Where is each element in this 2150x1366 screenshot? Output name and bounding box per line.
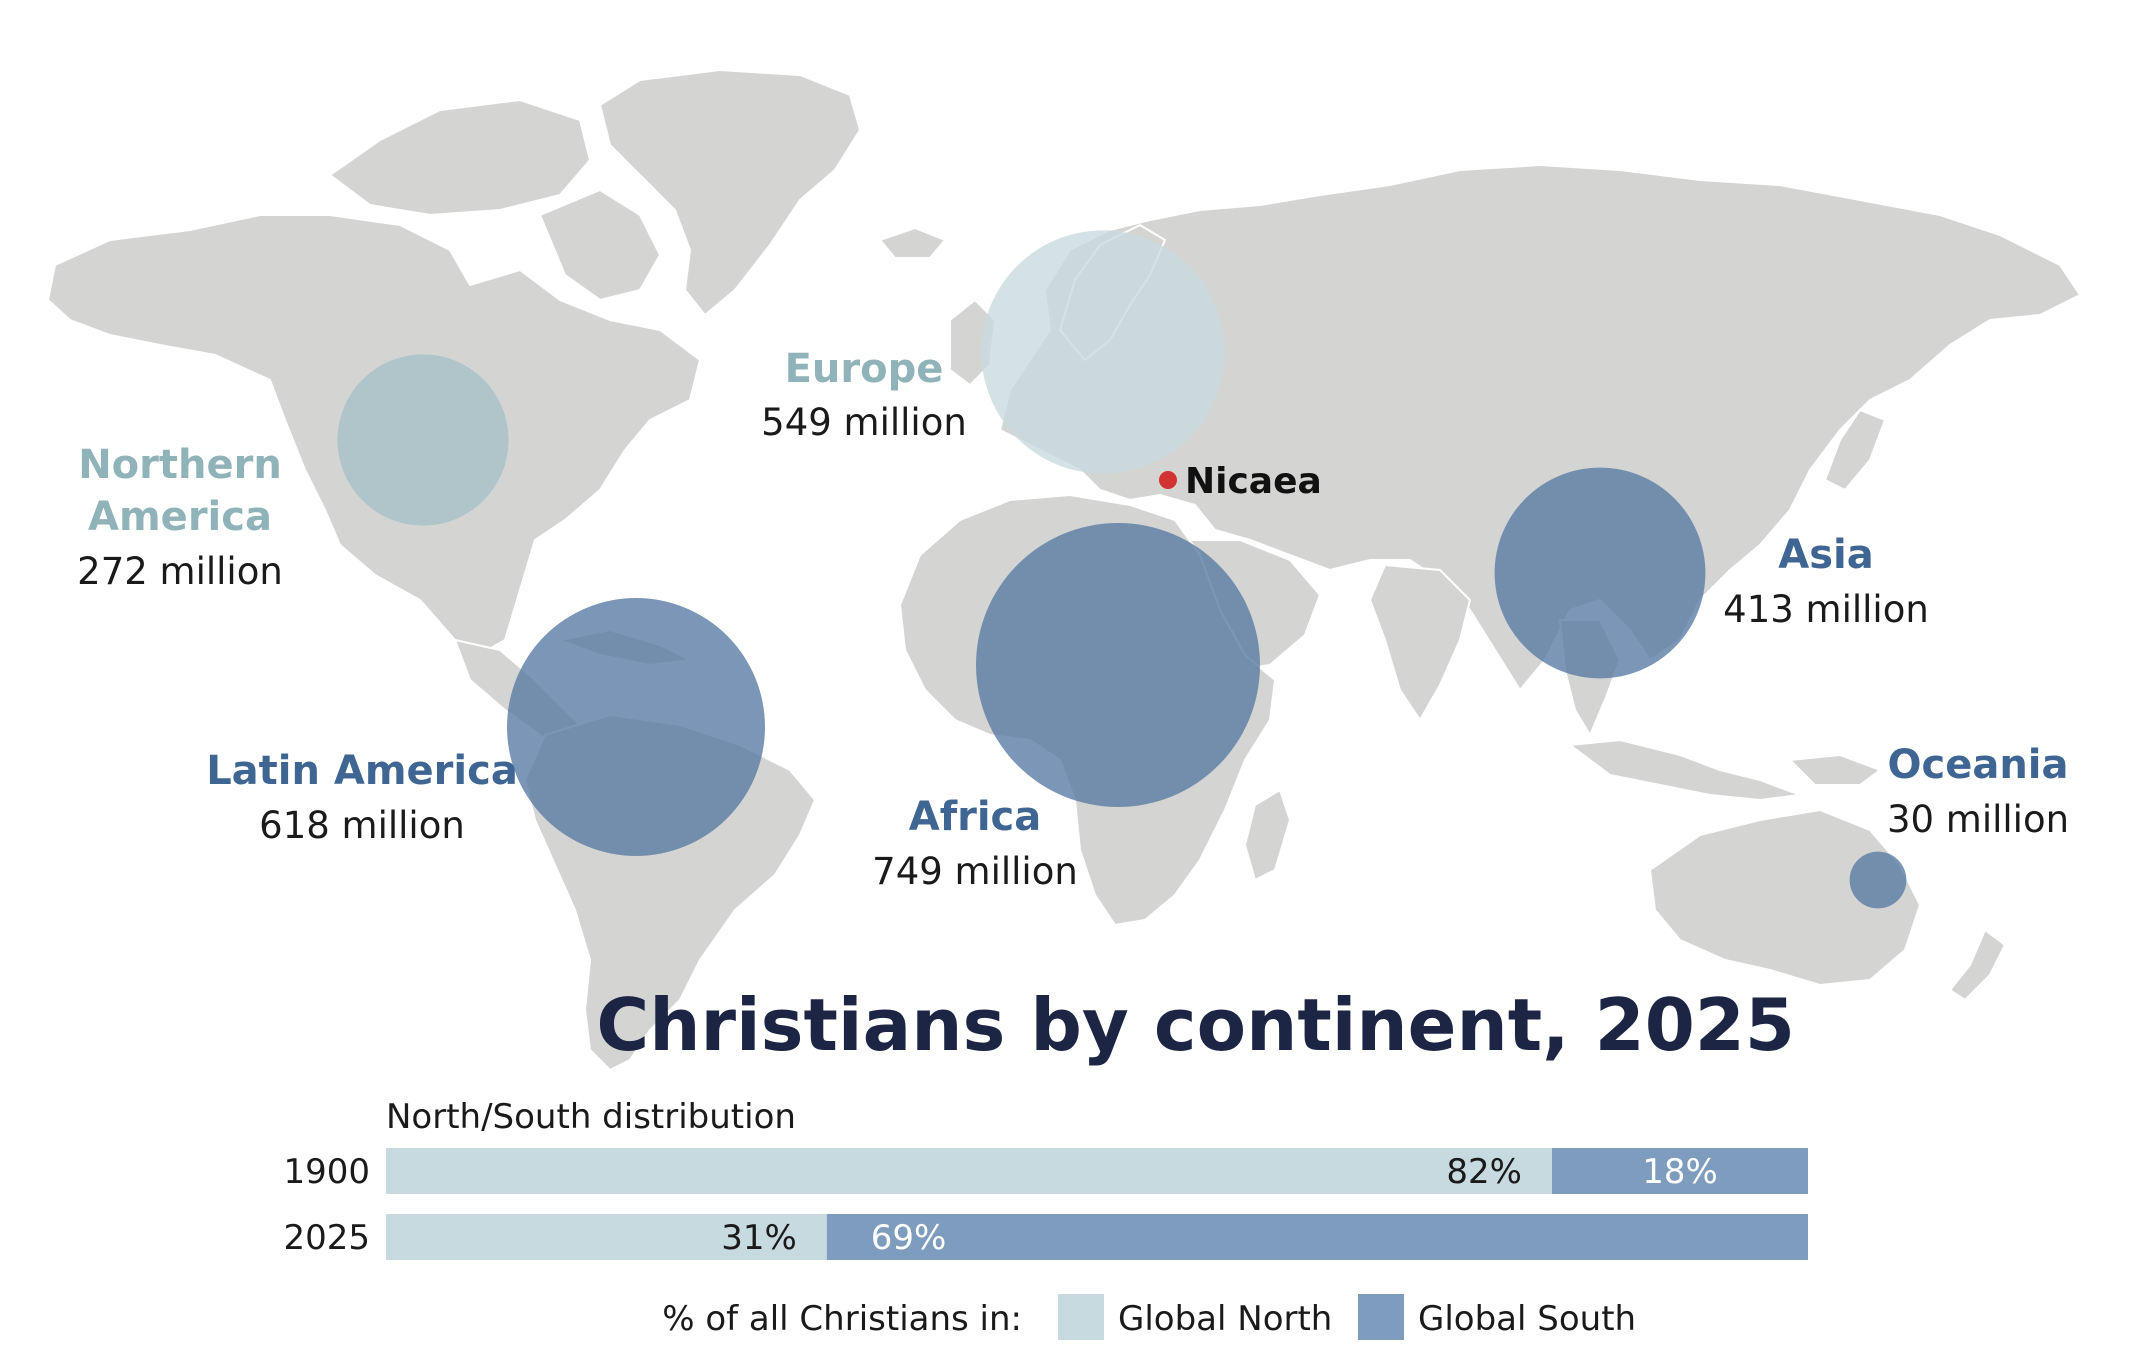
landmass-indonesia	[1567, 738, 1801, 802]
legend-swatch-north	[1058, 1294, 1104, 1340]
region-name-line: Oceania	[1887, 742, 2068, 788]
bubble-asia	[1494, 467, 1706, 679]
chart-title: Christians by continent, 2025	[596, 983, 1795, 1067]
label-latin-america: Latin America 618 million	[206, 748, 518, 847]
distribution-row: 1900 82% 18%	[283, 1148, 1808, 1194]
landmass-arctic-islands	[328, 98, 592, 217]
region-name-line: America	[88, 494, 272, 540]
nicaea-marker	[1159, 471, 1177, 489]
distribution-row: 2025 31% 69%	[283, 1214, 1808, 1260]
legend-prefix: % of all Christians in:	[662, 1299, 1022, 1339]
region-value: 618 million	[259, 804, 465, 847]
row-year-label: 2025	[283, 1218, 370, 1258]
landmass-baffin-island	[538, 188, 662, 302]
region-name-line: Africa	[909, 794, 1042, 840]
region-name-line: Europe	[785, 346, 944, 392]
region-value: 30 million	[1887, 798, 2069, 841]
label-africa: Africa 749 million	[872, 794, 1078, 893]
legend-label-north: Global North	[1118, 1299, 1332, 1339]
label-europe: Europe 549 million	[761, 346, 967, 444]
landmass-australia	[1648, 808, 1922, 987]
row-year-label: 1900	[283, 1152, 370, 1192]
bar-south-pct: 69%	[871, 1218, 947, 1258]
legend-label-south: Global South	[1418, 1299, 1636, 1339]
region-name-line: Asia	[1778, 532, 1873, 578]
region-bubbles	[337, 230, 1907, 909]
region-value: 272 million	[77, 550, 283, 593]
label-asia: Asia 413 million	[1723, 532, 1929, 631]
bubble-oceania	[1849, 851, 1907, 909]
legend: % of all Christians in: Global North Glo…	[662, 1294, 1636, 1340]
landmass-eurasia	[998, 163, 2082, 692]
bar-south-segment	[826, 1214, 1808, 1260]
bubble-africa	[976, 523, 1260, 807]
landmass-india	[1368, 563, 1472, 722]
landmass-new-zealand	[1948, 928, 2007, 1002]
bubble-northern-america	[337, 354, 509, 526]
bar-north-pct: 31%	[721, 1218, 797, 1258]
distribution-label: North/South distribution	[386, 1097, 796, 1137]
bubble-latin-america	[507, 598, 765, 856]
region-value: 549 million	[761, 401, 967, 444]
bubble-europe	[981, 230, 1225, 474]
landmass-iceland	[878, 226, 947, 259]
landmass-greenland	[598, 68, 862, 317]
label-northern-america: Northern America 272 million	[77, 442, 283, 593]
region-name-line: Latin America	[206, 748, 518, 794]
landmass-new-guinea	[1787, 753, 1883, 786]
bar-north-segment	[386, 1214, 827, 1260]
label-oceania: Oceania 30 million	[1887, 742, 2069, 841]
legend-swatch-south	[1358, 1294, 1404, 1340]
nicaea-label: Nicaea	[1185, 461, 1322, 502]
landmass-madagascar	[1243, 788, 1292, 882]
bar-north-segment	[386, 1148, 1552, 1194]
region-value: 413 million	[1723, 588, 1929, 631]
bar-south-segment	[1552, 1148, 1808, 1194]
region-name-line: Northern	[78, 442, 282, 488]
region-value: 749 million	[872, 850, 1078, 893]
bar-south-pct: 18%	[1642, 1152, 1718, 1192]
landmass-japan	[1823, 408, 1887, 492]
bar-north-pct: 82%	[1446, 1152, 1522, 1192]
